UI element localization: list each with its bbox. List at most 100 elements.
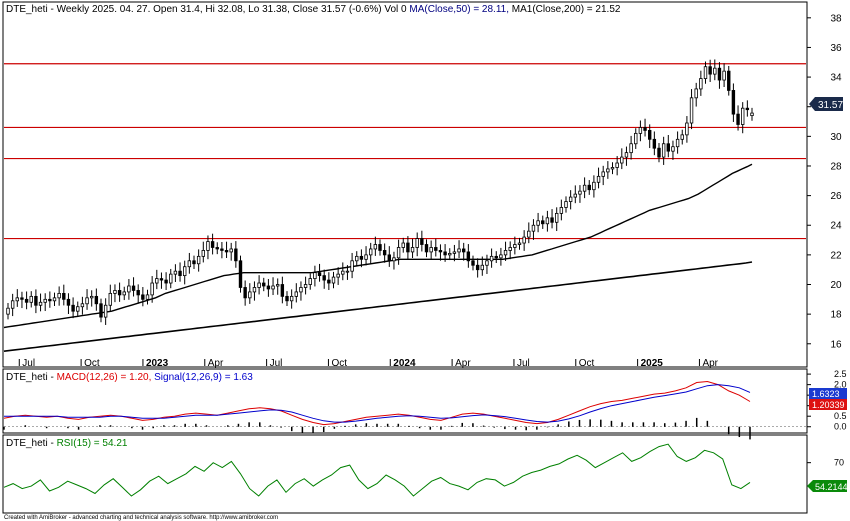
candle-body <box>727 70 731 91</box>
candle-body <box>127 285 131 293</box>
macd-tick-label: 2.5 <box>834 369 847 379</box>
candle-body <box>150 282 154 296</box>
price-y-axis: 161820222426283032343638 <box>807 13 842 350</box>
candle-body <box>341 270 345 275</box>
candle-body <box>145 294 150 300</box>
candle-body <box>513 244 517 248</box>
x-tick-label: Jul <box>22 358 35 369</box>
candle-body <box>178 270 182 277</box>
candle-body <box>164 279 168 284</box>
candle-body <box>494 255 498 259</box>
x-tick-label: Jul <box>270 358 283 369</box>
candle-body <box>536 220 540 226</box>
candle-body <box>196 255 201 265</box>
candle-body <box>741 107 745 125</box>
candle-body <box>15 297 19 302</box>
candle-body <box>210 241 215 248</box>
candle-body <box>99 303 103 318</box>
candle-body <box>192 260 196 265</box>
candle-body <box>373 244 378 250</box>
signal-tag: 1.6323 <box>809 388 847 399</box>
price-tick-label: 22 <box>830 250 842 261</box>
candle-body <box>215 247 219 250</box>
candle-body <box>201 250 205 257</box>
candle-body <box>382 250 387 256</box>
macd-tick-label: 2.0 <box>834 380 847 390</box>
candle-body <box>564 201 568 208</box>
candle-body <box>689 97 694 124</box>
candle-body <box>6 307 10 315</box>
candle-body <box>499 254 503 259</box>
rsi-tick-label: 70 <box>834 458 844 468</box>
candle-body <box>475 264 480 271</box>
candle-body <box>680 134 684 140</box>
candle-body <box>113 290 117 294</box>
candle-body <box>155 278 159 284</box>
candle-body <box>401 242 405 248</box>
candle-body <box>601 171 605 177</box>
macd-tick-label: 0.5 <box>834 411 847 421</box>
x-tick-label: Oct <box>579 358 595 369</box>
rsi-ticker: DTE_heti - <box>6 438 57 449</box>
candle-body <box>410 247 415 253</box>
price-candles <box>6 59 754 325</box>
candle-body <box>643 127 647 131</box>
candle-body <box>262 282 266 287</box>
candle-body <box>350 260 354 272</box>
candle-body <box>461 248 466 253</box>
price-summary: Weekly 2025. 04. 27. Open 31.4, Hi 32.08… <box>57 4 407 15</box>
ma50-line <box>3 163 753 329</box>
candle-body <box>434 247 438 251</box>
price-tick-label: 38 <box>830 13 842 24</box>
candle-body <box>717 67 722 81</box>
candle-body <box>275 284 280 287</box>
x-tick-label: Oct <box>331 358 347 369</box>
candle-body <box>392 257 396 262</box>
candle-body <box>634 132 638 145</box>
candle-body <box>541 220 545 225</box>
candle-body <box>396 247 401 259</box>
candle-body <box>699 78 703 90</box>
candle-body <box>169 273 173 284</box>
price-panel-frame <box>2 1 808 368</box>
ma200-path <box>3 261 753 352</box>
candle-body <box>573 193 577 198</box>
candle-body <box>34 295 38 306</box>
candle-body <box>90 295 94 299</box>
candle-body <box>480 264 484 271</box>
candle-body <box>103 304 108 318</box>
candle-body <box>62 292 66 300</box>
price-tick-label: 24 <box>830 221 842 232</box>
footer-credit: Created with AmiBroker - advanced charti… <box>4 515 278 521</box>
candle-body <box>503 250 508 256</box>
price-tick-label: 26 <box>830 191 842 202</box>
candle-body <box>610 167 615 170</box>
candle-body <box>206 241 210 251</box>
signal-legend: Signal(12,26,9) = 1.63 <box>154 372 253 383</box>
candle-body <box>694 88 698 99</box>
candle-body <box>448 252 452 256</box>
candle-body <box>76 306 80 312</box>
ma50-legend: MA(Close,50) = 28.11, <box>409 4 509 15</box>
candle-body <box>345 270 350 273</box>
candle-body <box>531 224 536 232</box>
candle-body <box>117 290 122 296</box>
candle-body <box>466 251 471 262</box>
macd-histogram <box>3 417 751 440</box>
price-tick-label: 18 <box>830 310 842 321</box>
candle-body <box>652 138 657 149</box>
x-tick-label: Apr <box>702 358 718 369</box>
time-x-axis: Jul Oct 2023 Apr Jul Oct 2024 Apr Jul Oct 2025 Apr <box>18 358 719 369</box>
candle-body <box>731 90 736 115</box>
candle-body <box>415 238 419 248</box>
candle-body <box>364 254 368 260</box>
candle-body <box>582 184 587 192</box>
candle-body <box>703 66 708 79</box>
candle-body <box>234 248 238 262</box>
x-tick-label: Oct <box>84 358 100 369</box>
candle-body <box>429 247 433 253</box>
candle-body <box>43 298 47 303</box>
candle-body <box>159 278 164 281</box>
candle-body <box>229 248 233 253</box>
